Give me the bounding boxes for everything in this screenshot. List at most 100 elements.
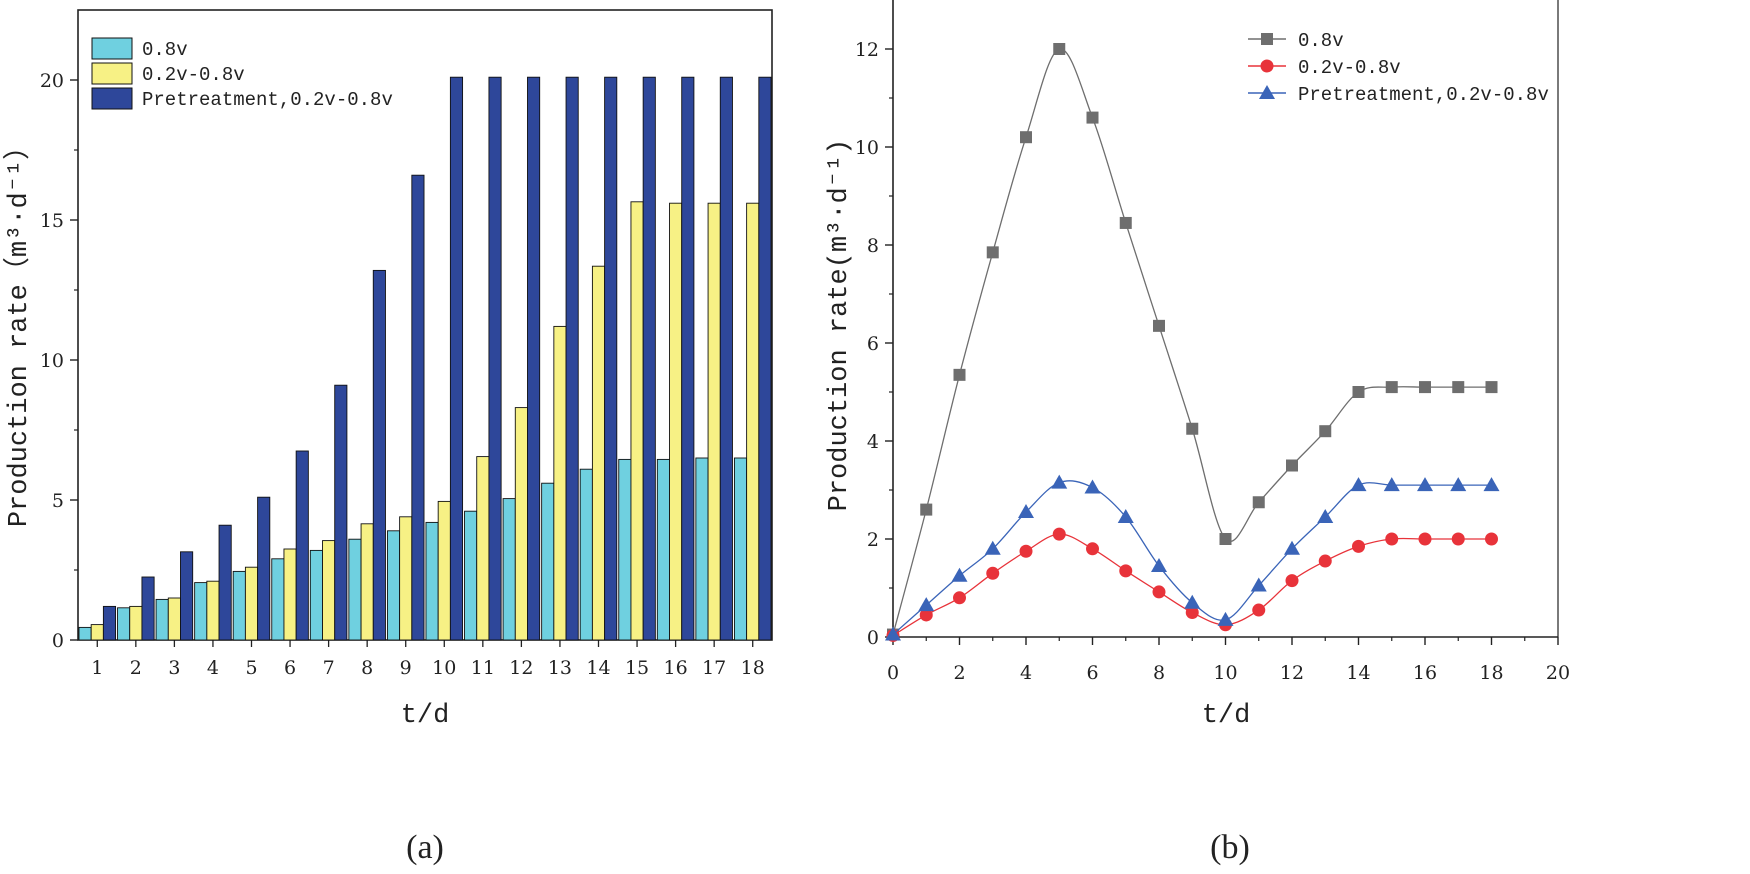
bar-v08-day-10 — [425, 521, 439, 641]
chart-b-x-tick-label: 10 — [1213, 662, 1237, 684]
bar-v08-day-14 — [579, 468, 593, 641]
chart-a-x-tick-label: 18 — [741, 657, 765, 679]
chart-a-y-tick-label: 5 — [52, 490, 64, 512]
chart-b-x-tick-label: 18 — [1479, 662, 1503, 684]
chart-a-x-tick-label: 5 — [245, 657, 257, 679]
chart-a-x-tick-label: 16 — [664, 657, 688, 679]
point-pretreatment-day-2 — [951, 567, 968, 582]
chart-a-y-tick-label: 0 — [52, 630, 64, 652]
point-pretreatment-day-16 — [1417, 477, 1433, 492]
chart-b-y-axis-label: Production rate(m³·d⁻¹) — [825, 139, 855, 512]
point-v02-v08-day-18 — [1485, 532, 1498, 546]
chart-b-y-tick-label: 10 — [855, 137, 879, 159]
chart-b-y-tick-label: 2 — [867, 529, 879, 551]
point-v02-v08-day-15 — [1385, 532, 1399, 546]
bar-v02-v08-day-17 — [707, 202, 721, 641]
point-v02-v08-day-2 — [953, 591, 966, 605]
point-v08-day-8 — [1153, 319, 1165, 332]
bar-pretreatment-day-11 — [488, 76, 502, 641]
chart-b-x-tick-label: 4 — [1020, 662, 1032, 684]
bar-v08-day-15 — [618, 458, 632, 641]
chart-b-y-tick-label: 4 — [867, 431, 879, 453]
chart-b-legend: 0.8v 0.2v-0.8v Pretreatment,0.2v-0.8v — [1248, 30, 1549, 106]
bar-pretreatment-day-16 — [681, 76, 695, 641]
chart-b-x-tick-label: 16 — [1413, 662, 1437, 684]
bar-v02-v08-day-5 — [244, 566, 259, 641]
chart-a-bars — [78, 76, 772, 641]
point-v02-v08-day-17 — [1451, 532, 1465, 546]
bar-v08-day-1 — [78, 626, 92, 641]
bar-v02-v08-day-9 — [399, 516, 413, 641]
chart-a-legend-swatch — [91, 37, 133, 60]
chart-b-y-tick-label: 12 — [855, 39, 879, 61]
point-pretreatment-day-15 — [1383, 477, 1400, 492]
chart-b-legend-label: Pretreatment,0.2v-0.8v — [1298, 84, 1549, 106]
chart-a-x-tick-label: 10 — [432, 657, 456, 679]
chart-a-caption: (a) — [406, 829, 444, 866]
point-pretreatment-day-4 — [1018, 504, 1034, 519]
point-v08-day-13 — [1319, 425, 1332, 438]
point-v08-day-12 — [1286, 459, 1298, 472]
bar-pretreatment-day-14 — [604, 76, 618, 641]
chart-a-x-tick-label: 13 — [548, 657, 572, 679]
point-v08-day-4 — [1020, 131, 1032, 144]
point-v02-v08-day-14 — [1352, 539, 1365, 553]
line-v02-v08 — [892, 533, 1492, 637]
bar-v08-day-2 — [117, 607, 131, 641]
point-v08-day-5 — [1053, 43, 1066, 55]
chart-b-y-tick-label: 8 — [867, 235, 879, 257]
chart-b-legend-label: 0.8v — [1298, 30, 1344, 52]
chart-a-legend: 0.8v 0.2v-0.8v Pretreatment,0.2v-0.8v — [91, 37, 393, 111]
bar-pretreatment-day-10 — [449, 76, 464, 641]
chart-a-x-tick-label: 15 — [625, 657, 649, 679]
bar-pretreatment-day-3 — [180, 551, 194, 641]
bar-v08-day-18 — [733, 457, 748, 641]
point-v02-v08-day-5 — [1052, 527, 1066, 541]
chart-b-ticks: 0 2 4 6 8 10 12 0 2 4 6 8 10 12 14 16 18 20 — [855, 39, 1570, 684]
chart-a-legend-label: 0.8v — [142, 39, 188, 61]
chart-a-y-tick-label: 10 — [40, 350, 64, 372]
chart-a-plot-frame — [77, 9, 773, 641]
point-v08-day-6 — [1086, 111, 1099, 124]
point-v02-v08-day-9 — [1185, 606, 1199, 619]
chart-a-legend-label: 0.2v-0.8v — [142, 64, 245, 86]
point-v02-v08-day-16 — [1418, 532, 1432, 546]
point-pretreatment-day-13 — [1317, 508, 1334, 523]
bar-v02-v08-day-4 — [206, 580, 220, 641]
point-v08-day-3 — [986, 246, 999, 259]
bar-v02-v08-day-8 — [360, 523, 374, 641]
chart-b-x-tick-label: 8 — [1153, 662, 1165, 684]
point-v08-day-1 — [920, 503, 933, 516]
chart-b-y-tick-label: 0 — [867, 627, 879, 649]
chart-a-y-tick-label: 20 — [40, 70, 64, 92]
bar-pretreatment-day-13 — [565, 76, 579, 641]
chart-b-legend-marker — [1260, 59, 1274, 73]
point-v08-day-16 — [1419, 381, 1431, 394]
bar-v08-day-9 — [386, 530, 401, 641]
chart-b-x-axis-label: t/d — [1202, 701, 1251, 731]
bar-pretreatment-day-9 — [411, 174, 425, 641]
chart-b-lines — [885, 43, 1500, 643]
point-v02-v08-day-3 — [986, 566, 1000, 580]
bar-v02-v08-day-16 — [669, 202, 683, 641]
point-pretreatment-day-17 — [1450, 477, 1467, 492]
bar-v02-v08-day-11 — [476, 456, 490, 641]
bar-pretreatment-day-18 — [758, 76, 772, 641]
bar-v08-day-6 — [271, 558, 285, 641]
point-pretreatment-day-1 — [918, 597, 935, 612]
point-v08-day-17 — [1452, 381, 1465, 394]
chart-a-legend-swatch — [91, 62, 133, 85]
chart-a-x-tick-label: 1 — [91, 657, 103, 679]
chart-a-x-tick-label: 17 — [702, 657, 726, 679]
chart-b-x-tick-label: 20 — [1546, 662, 1570, 684]
chart-a-x-tick-label: 3 — [168, 657, 180, 679]
chart-a-x-tick-label: 9 — [400, 657, 412, 679]
bar-v08-day-16 — [656, 458, 670, 641]
point-pretreatment-day-0 — [885, 626, 901, 641]
bar-v08-day-3 — [155, 598, 169, 641]
bar-v02-v08-day-18 — [746, 202, 760, 641]
point-v08-day-18 — [1485, 381, 1498, 394]
line-v08 — [892, 48, 1492, 635]
